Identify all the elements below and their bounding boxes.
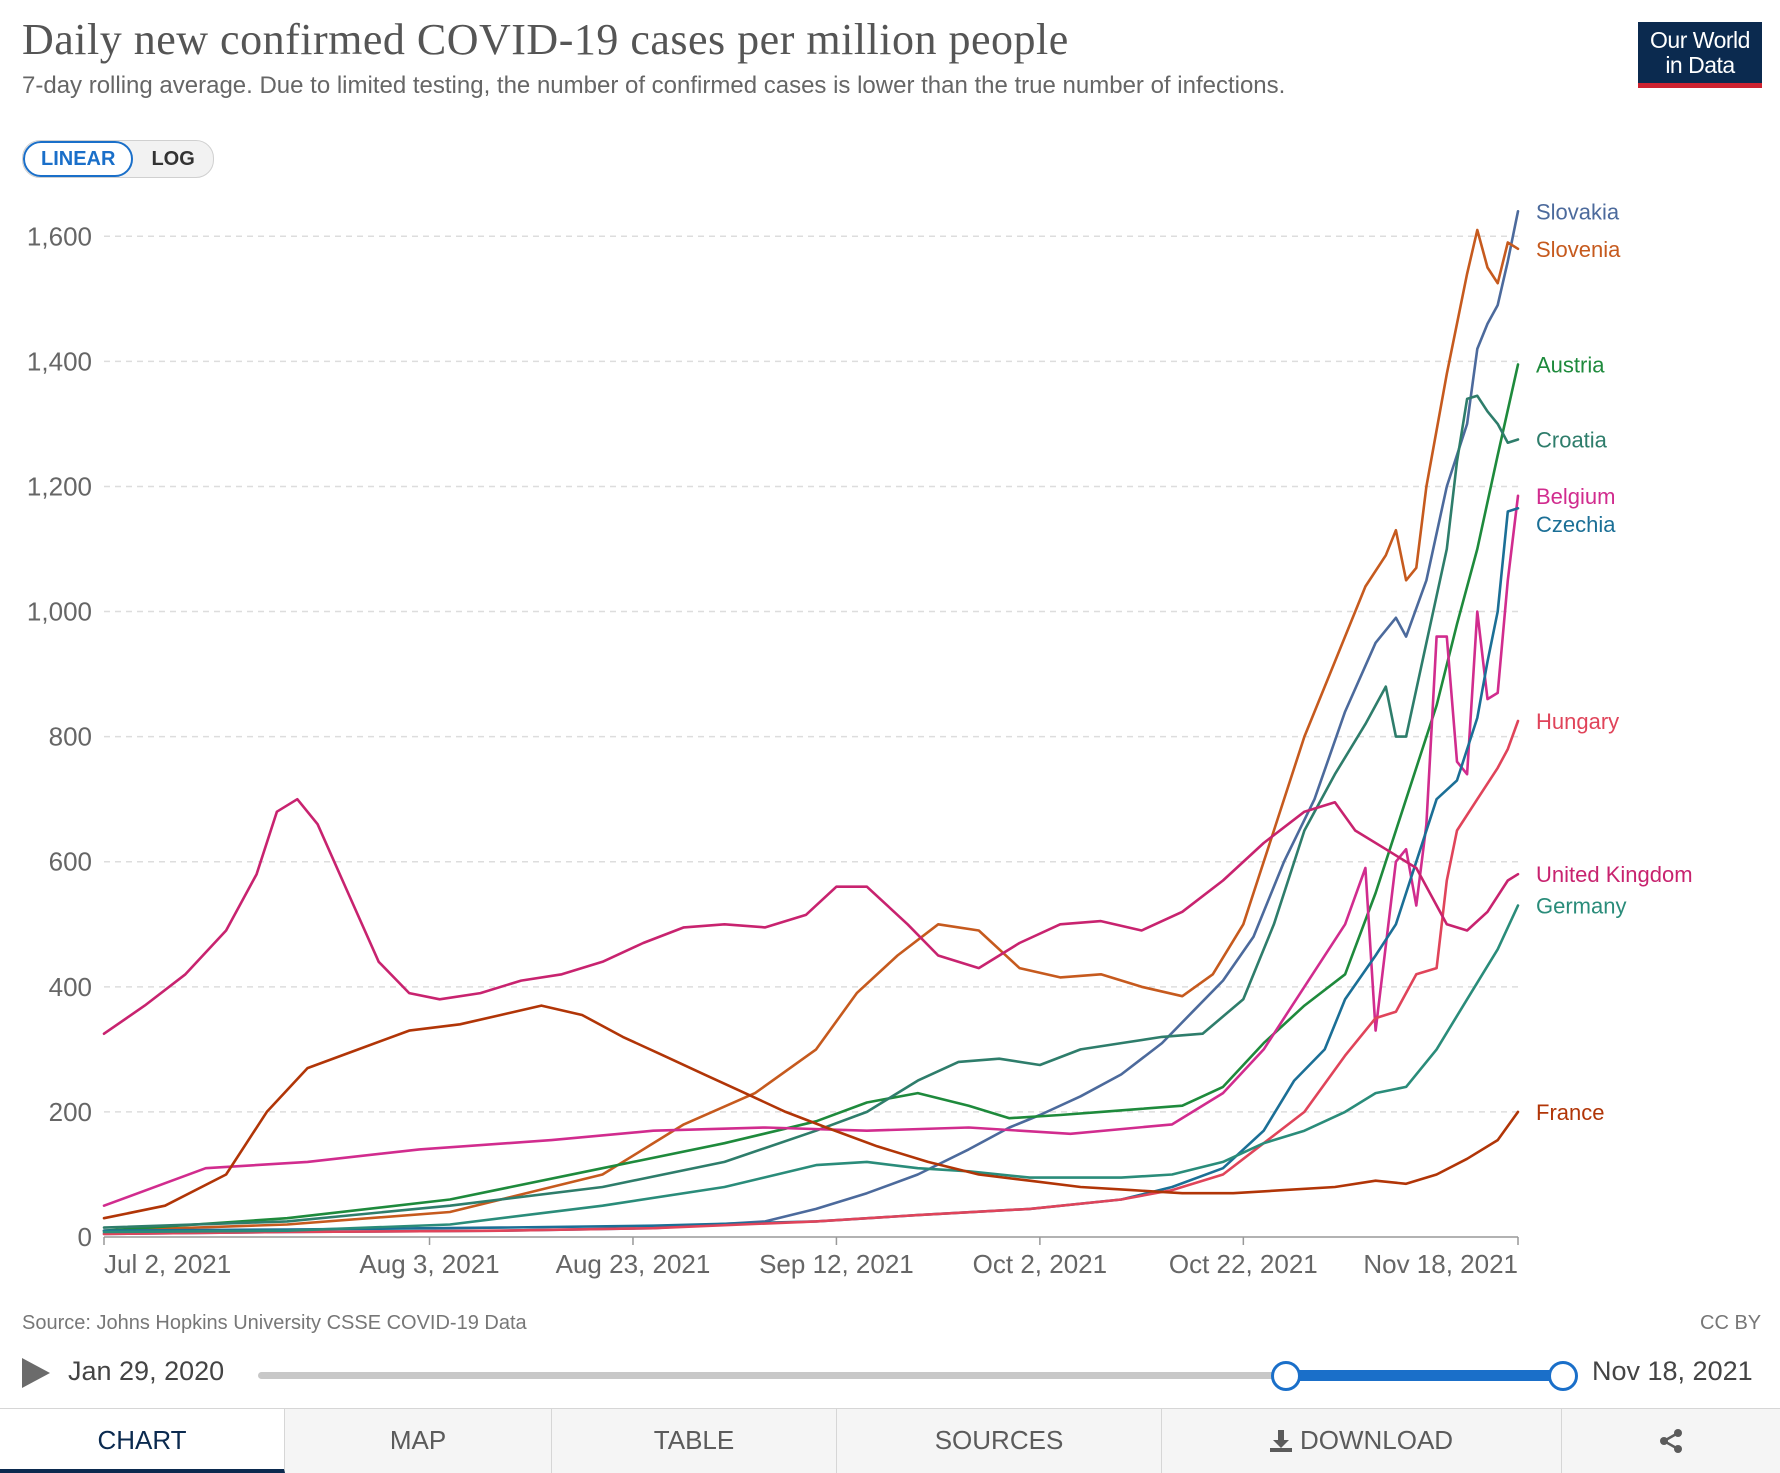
play-icon[interactable] <box>22 1358 50 1388</box>
series-label-croatia: Croatia <box>1536 428 1608 453</box>
series-line-slovakia <box>102 210 1520 1236</box>
y-tick-label: 1,000 <box>27 597 92 627</box>
y-tick-label: 600 <box>49 847 92 877</box>
x-tick-label: Aug 23, 2021 <box>556 1249 711 1279</box>
logo-line-1: Our World <box>1650 27 1750 53</box>
linear-scale-button[interactable]: LINEAR <box>23 141 134 177</box>
x-tick-label: Jul 2, 2021 <box>104 1249 231 1279</box>
y-tick-label: 800 <box>49 722 92 752</box>
series-line-united-kingdom <box>102 797 1520 1035</box>
x-tick-label: Oct 22, 2021 <box>1169 1249 1318 1279</box>
gridlines <box>104 235 1518 1113</box>
series-label-slovenia: Slovenia <box>1536 237 1621 262</box>
tab-share[interactable] <box>1562 1409 1780 1473</box>
timeline-start-date: Jan 29, 2020 <box>68 1356 225 1386</box>
series-label-hungary: Hungary <box>1536 709 1619 734</box>
timeline-end-handle[interactable] <box>1548 1361 1578 1391</box>
x-tick-label: Aug 3, 2021 <box>359 1249 499 1279</box>
series-label-austria: Austria <box>1536 352 1605 377</box>
series-line-france <box>102 1004 1520 1220</box>
series-lines <box>102 210 1520 1236</box>
series-line-slovenia <box>102 228 1520 1232</box>
owid-logo[interactable]: Our World in Data <box>1638 22 1762 88</box>
y-tick-label: 400 <box>49 972 92 1002</box>
y-tick-label: 200 <box>49 1097 92 1127</box>
bottom-tab-bar: CHART MAP TABLE SOURCES DOWNLOAD <box>0 1408 1780 1473</box>
series-label-united-kingdom: United Kingdom <box>1536 862 1693 887</box>
x-tick-label: Nov 18, 2021 <box>1363 1249 1518 1279</box>
tab-map[interactable]: MAP <box>285 1409 552 1473</box>
line-chart: 0 200 400 600 800 1,000 1,200 1,400 1,600 Jul 2, … <box>27 199 1693 1279</box>
tab-table[interactable]: TABLE <box>552 1409 837 1473</box>
tab-sources[interactable]: SOURCES <box>837 1409 1162 1473</box>
source-note: Source: Johns Hopkins University CSSE CO… <box>22 1312 527 1334</box>
series-line-belgium <box>102 494 1520 1207</box>
x-tick-label: Sep 12, 2021 <box>759 1249 914 1279</box>
y-tick-label: 1,600 <box>27 221 92 251</box>
logo-line-2: in Data <box>1665 52 1735 78</box>
series-label-slovakia: Slovakia <box>1536 199 1620 224</box>
series-label-france: France <box>1536 1100 1604 1125</box>
share-icon <box>1660 1429 1682 1453</box>
chart-title: Daily new confirmed COVID-19 cases per m… <box>22 15 1069 64</box>
axes: 0 200 400 600 800 1,000 1,200 1,400 1,600 Jul 2, … <box>27 221 1519 1279</box>
series-label-germany: Germany <box>1536 894 1626 919</box>
series-line-austria <box>102 363 1520 1232</box>
series-label-belgium: Belgium <box>1536 484 1615 509</box>
tab-download-label: DOWNLOAD <box>1299 1425 1454 1455</box>
y-tick-label: 0 <box>78 1222 92 1252</box>
license-link[interactable]: CC BY <box>1700 1312 1762 1334</box>
download-icon <box>1269 1430 1292 1452</box>
series-line-hungary <box>102 719 1520 1236</box>
log-scale-button[interactable]: LOG <box>151 148 195 170</box>
timeline-start-handle[interactable] <box>1271 1361 1301 1391</box>
tab-chart[interactable]: CHART <box>0 1409 285 1473</box>
timeline-end-date: Nov 18, 2021 <box>1592 1356 1753 1386</box>
y-tick-label: 1,200 <box>27 471 92 501</box>
scale-toggle: LINEAR LOG <box>22 140 214 178</box>
timeline-selected-range <box>1285 1370 1562 1381</box>
tab-download[interactable]: DOWNLOAD <box>1162 1409 1562 1473</box>
chart-subtitle: 7-day rolling average. Due to limited te… <box>22 72 1286 99</box>
series-line-germany <box>102 904 1520 1234</box>
series-label-czechia: Czechia <box>1536 512 1616 537</box>
x-tick-label: Oct 2, 2021 <box>973 1249 1107 1279</box>
series-labels: Slovakia Slovenia Austria Croatia Belgium Cze… <box>1536 199 1693 1125</box>
timeline-track[interactable] <box>258 1372 1562 1379</box>
y-tick-label: 1,400 <box>27 346 92 376</box>
